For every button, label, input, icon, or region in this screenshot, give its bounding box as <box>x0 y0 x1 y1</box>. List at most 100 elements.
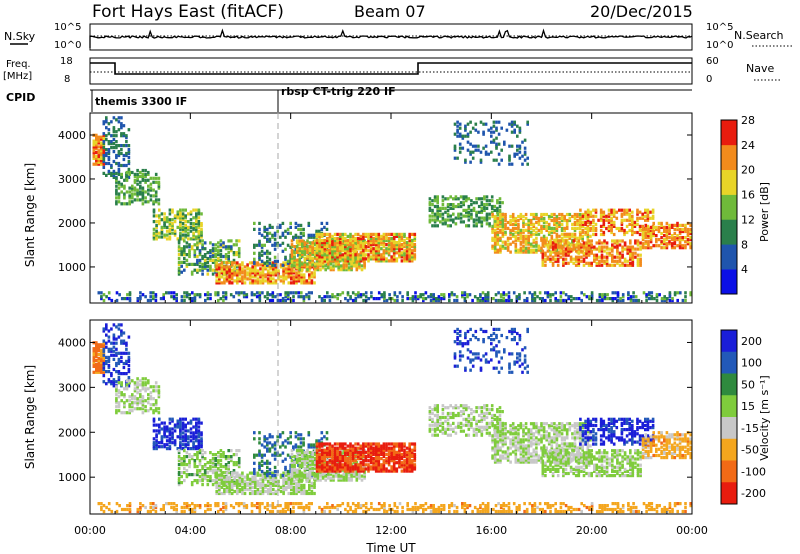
velocity-cell <box>144 405 147 409</box>
velocity-cell <box>222 453 225 457</box>
power-cell <box>176 212 180 216</box>
power-cell <box>529 250 533 254</box>
velocity-cell <box>168 441 172 445</box>
power-cell <box>568 216 572 221</box>
power-cell <box>263 227 266 231</box>
power-cell <box>580 259 583 263</box>
power-cell <box>631 218 634 222</box>
power-cell <box>328 249 332 253</box>
power-cell <box>338 243 342 247</box>
power-cell <box>211 258 215 262</box>
power-cell <box>125 144 128 148</box>
power-cell <box>160 235 164 239</box>
power-cell <box>576 226 579 230</box>
power-cell <box>587 239 591 243</box>
power-cell <box>392 257 396 261</box>
power-cell <box>448 295 451 299</box>
power-cell <box>623 208 626 212</box>
power-cell <box>290 258 294 262</box>
power-cell <box>351 255 355 259</box>
power-cell <box>392 259 396 263</box>
velocity-cell <box>189 427 193 431</box>
power-cell <box>382 251 386 255</box>
power-cell <box>198 295 202 299</box>
velocity-cell <box>256 481 260 485</box>
power-cell <box>599 232 603 237</box>
power-cell <box>367 241 370 245</box>
power-cell <box>300 295 303 299</box>
power-cell <box>355 266 359 270</box>
power-cell <box>183 247 186 251</box>
power-cell <box>461 134 465 138</box>
power-cell <box>519 234 523 238</box>
velocity-cell <box>128 403 131 407</box>
velocity-cell <box>215 485 218 489</box>
power-cell <box>545 236 548 240</box>
power-cell <box>632 298 635 303</box>
power-cell <box>306 241 309 245</box>
power-cell <box>514 244 518 248</box>
power-cell <box>522 224 525 228</box>
power-cell <box>576 236 579 240</box>
power-cell <box>601 297 604 301</box>
power-cell <box>634 295 638 299</box>
velocity-cell <box>228 481 231 485</box>
velocity-cell <box>173 439 177 443</box>
velocity-cell <box>197 441 201 445</box>
power-cell <box>574 245 578 249</box>
power-cell <box>198 251 202 255</box>
colorbar-swatch <box>721 120 737 146</box>
power-cell <box>139 198 142 202</box>
velocity-cell <box>290 485 293 489</box>
power-cell <box>246 277 249 281</box>
power-cell <box>413 238 417 243</box>
power-cell <box>206 297 210 301</box>
velocity-cell <box>282 479 285 483</box>
power-cell <box>579 232 582 237</box>
velocity-cell <box>238 479 242 483</box>
power-cell <box>509 222 512 226</box>
power-cell <box>514 246 518 250</box>
power-cell <box>344 243 347 247</box>
power-cell <box>496 242 500 246</box>
power-cell <box>428 206 432 210</box>
power-cell <box>258 255 261 259</box>
power-cell <box>203 254 207 259</box>
power-cell <box>117 161 121 166</box>
power-cell <box>312 235 316 239</box>
power-cell <box>141 172 145 176</box>
power-cell <box>559 239 563 243</box>
power-cell <box>431 210 434 214</box>
velocity-cell <box>243 483 247 487</box>
power-cell <box>639 263 642 267</box>
power-cell <box>350 262 353 266</box>
power-cell <box>209 249 212 253</box>
power-cell <box>281 241 285 245</box>
velocity-cell <box>173 443 177 447</box>
power-cell <box>287 267 291 271</box>
power-cell <box>359 251 363 255</box>
power-cell <box>621 298 625 303</box>
power-cell <box>215 279 218 283</box>
power-cell <box>97 162 101 166</box>
power-cell <box>565 226 569 230</box>
power-cell <box>180 298 184 303</box>
power-cell <box>237 298 241 303</box>
velocity-cell <box>152 417 156 421</box>
power-cell <box>306 247 309 251</box>
power-cell <box>633 222 637 226</box>
velocity-cell <box>225 487 229 492</box>
power-cell <box>631 230 634 235</box>
power-cell <box>408 249 411 253</box>
velocity-heatmap <box>92 323 692 514</box>
velocity-cell <box>251 491 254 496</box>
power-cell <box>97 139 101 143</box>
power-cell <box>623 212 626 216</box>
power-cell <box>547 222 551 226</box>
velocity-cell <box>274 481 278 485</box>
power-cell <box>308 258 312 262</box>
power-cell <box>449 218 452 222</box>
power-cell <box>605 226 608 231</box>
power-cell <box>633 230 637 235</box>
power-cell <box>616 293 620 297</box>
